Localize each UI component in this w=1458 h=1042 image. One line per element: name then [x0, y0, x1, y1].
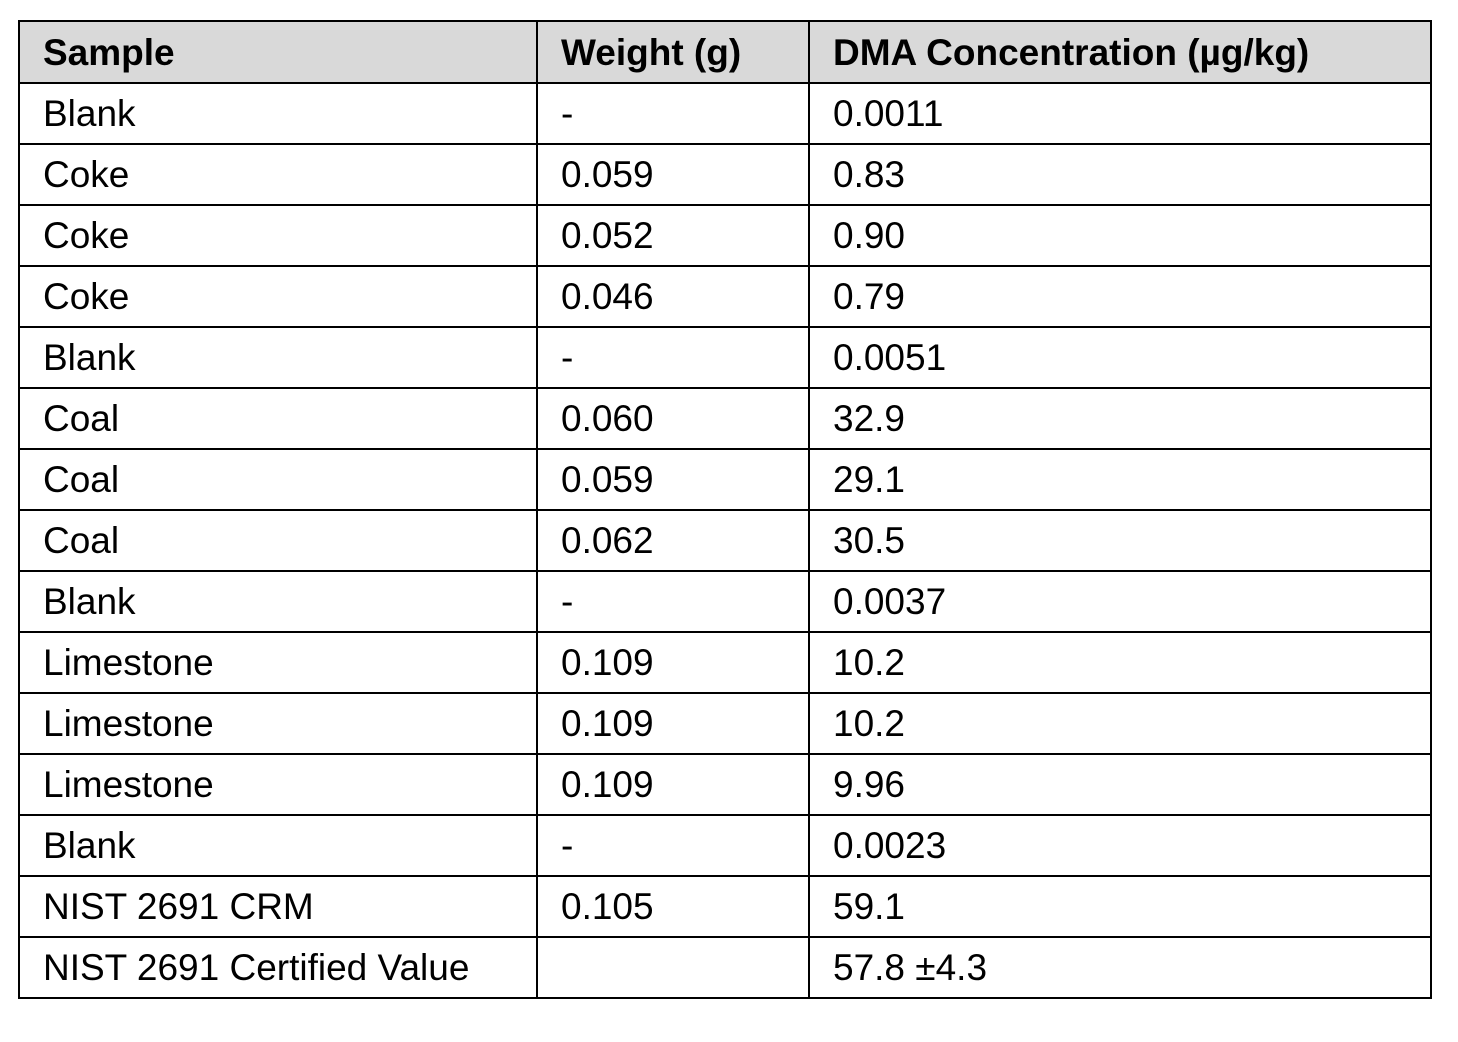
dma-concentration-cell: 10.2: [808, 631, 1432, 694]
dma-concentration-cell: 0.79: [808, 265, 1432, 328]
weight-cell: -: [536, 570, 810, 633]
dma-concentration-cell: 9.96: [808, 753, 1432, 816]
weight-cell: 0.059: [536, 448, 810, 511]
header-row: Sample Weight (g) DMA Concentration (µg/…: [18, 20, 1432, 84]
weight-cell: 0.109: [536, 753, 810, 816]
sample-cell: Coal: [18, 509, 538, 572]
weight-cell: 0.062: [536, 509, 810, 572]
sample-cell: Coke: [18, 265, 538, 328]
table-row: Blank -0.0037: [18, 570, 1432, 633]
dma-concentration-cell: 0.83: [808, 143, 1432, 206]
table-body: Blank -0.0011 Coke 0.059 0.83 Coke 0.052 0.90 Co…: [18, 82, 1432, 999]
dma-concentration-cell: 0.0011: [808, 82, 1432, 145]
weight-cell: 0.059: [536, 143, 810, 206]
table-row: NIST 2691 Certified Value 57.8 ±4.3: [18, 936, 1432, 999]
dma-concentration-cell: 0.0023: [808, 814, 1432, 877]
sample-cell: Coke: [18, 204, 538, 267]
table-row: Coke 0.052 0.90: [18, 204, 1432, 267]
weight-cell: 0.109: [536, 692, 810, 755]
weight-cell: 0.105: [536, 875, 810, 938]
weight-cell: -: [536, 82, 810, 145]
header-dma-concentration: DMA Concentration (µg/kg): [808, 20, 1432, 84]
table-row: Blank -0.0011: [18, 82, 1432, 145]
header-sample: Sample: [18, 20, 538, 84]
table-row: Limestone 0.109 10.2: [18, 692, 1432, 755]
dma-concentration-cell: 57.8 ±4.3: [808, 936, 1432, 999]
sample-cell: Coal: [18, 387, 538, 450]
dma-concentration-cell: 32.9: [808, 387, 1432, 450]
table-row: Coal 0.062 30.5: [18, 509, 1432, 572]
header-weight: Weight (g): [536, 20, 810, 84]
table-row: Coke 0.059 0.83: [18, 143, 1432, 206]
sample-cell: Blank: [18, 814, 538, 877]
weight-cell: 0.046: [536, 265, 810, 328]
weight-cell: 0.109: [536, 631, 810, 694]
weight-cell: [536, 936, 810, 999]
sample-cell: Limestone: [18, 631, 538, 694]
sample-cell: NIST 2691 Certified Value: [18, 936, 538, 999]
dma-concentration-cell: 0.90: [808, 204, 1432, 267]
sample-cell: Limestone: [18, 753, 538, 816]
dma-concentration-cell: 29.1: [808, 448, 1432, 511]
weight-cell: 0.060: [536, 387, 810, 450]
dma-concentration-cell: 30.5: [808, 509, 1432, 572]
table-row: Coke 0.046 0.79: [18, 265, 1432, 328]
table-row: Blank -0.0023: [18, 814, 1432, 877]
table-row: Coal 0.060 32.9: [18, 387, 1432, 450]
table-row: Limestone 0.109 10.2: [18, 631, 1432, 694]
table-row: Limestone 0.109 9.96: [18, 753, 1432, 816]
table-row: Blank -0.0051: [18, 326, 1432, 389]
weight-cell: -: [536, 814, 810, 877]
sample-cell: NIST 2691 CRM: [18, 875, 538, 938]
dma-concentration-cell: 0.0051: [808, 326, 1432, 389]
dma-concentration-cell: 59.1: [808, 875, 1432, 938]
table-header: Sample Weight (g) DMA Concentration (µg/…: [18, 20, 1432, 84]
sample-cell: Limestone: [18, 692, 538, 755]
sample-cell: Coal: [18, 448, 538, 511]
sample-cell: Blank: [18, 570, 538, 633]
sample-cell: Coke: [18, 143, 538, 206]
weight-cell: 0.052: [536, 204, 810, 267]
weight-cell: -: [536, 326, 810, 389]
sample-cell: Blank: [18, 82, 538, 145]
table-row: Coal 0.059 29.1: [18, 448, 1432, 511]
table-row: NIST 2691 CRM 0.105 59.1: [18, 875, 1432, 938]
dma-concentration-cell: 0.0037: [808, 570, 1432, 633]
data-table: Sample Weight (g) DMA Concentration (µg/…: [18, 20, 1432, 999]
sample-cell: Blank: [18, 326, 538, 389]
dma-concentration-cell: 10.2: [808, 692, 1432, 755]
